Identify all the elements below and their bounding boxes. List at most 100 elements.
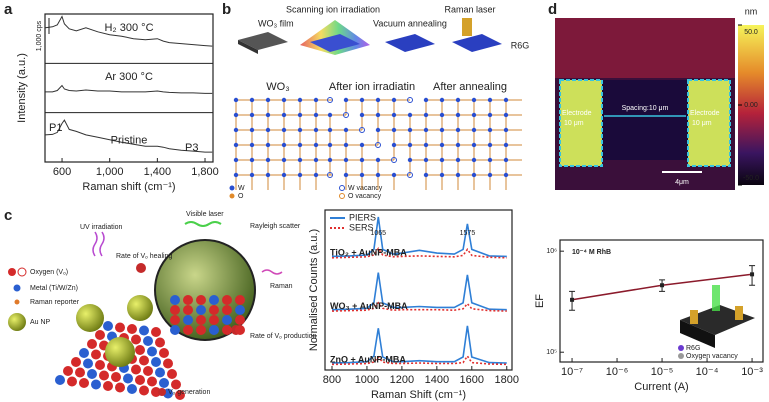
atom bbox=[135, 345, 145, 355]
w-atom bbox=[503, 157, 509, 163]
atom bbox=[209, 325, 219, 335]
w-atom bbox=[249, 142, 255, 148]
lattice-title: After ion irradiatin bbox=[329, 81, 415, 93]
electrode-label: Electrode bbox=[562, 110, 592, 117]
atom bbox=[75, 367, 85, 378]
x-axis-label: Raman Shift (cm⁻¹) bbox=[371, 389, 466, 401]
w-atom bbox=[391, 97, 397, 103]
w-atom bbox=[233, 157, 239, 163]
w-atom bbox=[249, 97, 255, 103]
spectrum bbox=[331, 272, 507, 311]
group-label: TiO₂ + AuNP-MBA bbox=[330, 248, 407, 258]
w-atom bbox=[313, 172, 319, 178]
w-atom bbox=[327, 112, 333, 118]
atom bbox=[127, 324, 137, 334]
w-atom bbox=[391, 127, 397, 133]
atom bbox=[170, 295, 180, 305]
atom bbox=[209, 315, 219, 325]
atom bbox=[159, 378, 169, 388]
device-inset bbox=[678, 285, 755, 359]
spectrum bbox=[45, 84, 213, 94]
x-tick-label: 800 bbox=[323, 374, 341, 386]
legend-label: PIERS bbox=[349, 212, 376, 222]
w-atom bbox=[487, 112, 493, 118]
atom bbox=[135, 375, 145, 385]
laser bbox=[462, 18, 472, 36]
lattice-title: WO₃ bbox=[266, 81, 289, 93]
w-atom bbox=[297, 112, 303, 118]
w-atom bbox=[423, 172, 429, 178]
w-atom bbox=[407, 157, 413, 163]
atom bbox=[222, 295, 232, 305]
panel-label: a bbox=[4, 1, 13, 18]
w-atom bbox=[343, 97, 349, 103]
w-atom bbox=[249, 127, 255, 133]
w-atom bbox=[297, 142, 303, 148]
atom bbox=[183, 295, 193, 305]
vacancy bbox=[407, 172, 413, 178]
w-atom bbox=[423, 157, 429, 163]
legend-label: O bbox=[238, 193, 244, 200]
plot-frame bbox=[324, 209, 513, 371]
w-atom bbox=[233, 142, 239, 148]
nanoparticle bbox=[105, 337, 135, 367]
legend-swatch bbox=[229, 185, 235, 191]
annotation: 10⁻⁴ M RhB bbox=[572, 249, 611, 256]
atom bbox=[67, 376, 77, 387]
legend-swatch bbox=[678, 345, 684, 351]
w-atom bbox=[503, 112, 509, 118]
atom bbox=[235, 325, 245, 335]
w-atom bbox=[359, 97, 365, 103]
w-atom bbox=[281, 157, 287, 163]
w-atom bbox=[375, 112, 381, 118]
atom bbox=[151, 387, 161, 397]
w-atom bbox=[503, 172, 509, 178]
w-atom bbox=[407, 112, 413, 118]
atom bbox=[115, 382, 125, 393]
w-atom bbox=[439, 142, 445, 148]
y-axis-label: Normalised Counts (a.u.) bbox=[308, 229, 320, 351]
atom bbox=[222, 325, 232, 335]
w-atom bbox=[423, 112, 429, 118]
diagram-label: Vₒ generation bbox=[168, 389, 210, 396]
atom bbox=[147, 346, 157, 357]
step-label: Scanning ion irradiation bbox=[286, 4, 380, 14]
atom bbox=[87, 339, 97, 349]
atom bbox=[235, 295, 245, 305]
atom bbox=[91, 379, 101, 390]
w-atom bbox=[375, 97, 381, 103]
series-label: Ar 300 °C bbox=[105, 71, 153, 83]
w-atom bbox=[249, 157, 255, 163]
peak-label: 1575 bbox=[460, 230, 476, 237]
atom bbox=[170, 325, 180, 335]
magnifier bbox=[154, 239, 256, 341]
x-tick-label: 1000 bbox=[355, 374, 379, 386]
atom bbox=[196, 315, 206, 325]
x-tick-label: 10⁻³ bbox=[741, 366, 763, 378]
step-label: Raman laser bbox=[444, 4, 495, 14]
w-atom bbox=[297, 172, 303, 178]
atom bbox=[196, 305, 206, 315]
spectrum bbox=[331, 301, 507, 312]
panel-label: b bbox=[222, 1, 231, 18]
atom bbox=[196, 295, 206, 305]
spectrum bbox=[45, 15, 213, 47]
electrode bbox=[687, 79, 731, 167]
x-axis-label: Raman shift (cm⁻¹) bbox=[82, 181, 175, 193]
atom bbox=[209, 295, 219, 305]
atom bbox=[222, 305, 232, 315]
atom bbox=[143, 336, 153, 346]
w-atom bbox=[297, 127, 303, 133]
diagram-label: Rate of Vₒ production bbox=[250, 333, 317, 340]
w-atom bbox=[281, 97, 287, 103]
panel-label: d bbox=[548, 1, 557, 18]
colorbar-unit: nm bbox=[745, 6, 758, 16]
colorbar bbox=[738, 25, 764, 185]
w-atom bbox=[359, 157, 365, 163]
plot-frame bbox=[559, 239, 764, 363]
plot-frame bbox=[44, 13, 214, 163]
w-atom bbox=[233, 112, 239, 118]
w-atom bbox=[487, 142, 493, 148]
oxygen-atom bbox=[158, 388, 166, 396]
group-label: ZnO + AuNP-MBA bbox=[330, 354, 406, 364]
